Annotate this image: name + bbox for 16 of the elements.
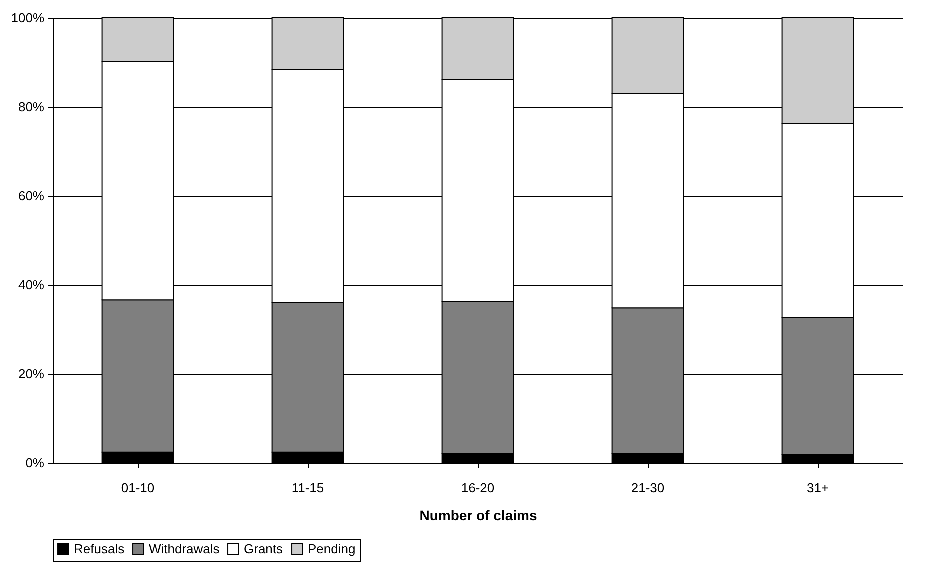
y-tick-label: 40% bbox=[18, 278, 45, 292]
x-tick-label: 11-15 bbox=[292, 480, 324, 496]
y-tick-label: 100% bbox=[11, 10, 45, 26]
y-tick-label: 20% bbox=[18, 366, 45, 382]
y-tick-label: 60% bbox=[18, 188, 45, 204]
x-tick-label: 31+ bbox=[806, 480, 830, 496]
y-tick-label: 80% bbox=[18, 100, 45, 114]
x-tick-label: 01-10 bbox=[121, 480, 155, 496]
legend-label: Pending bbox=[308, 542, 356, 557]
y-tick-label: 0% bbox=[26, 456, 45, 470]
x-tick-label: 21-30 bbox=[631, 480, 665, 496]
x-axis-title: Number of claims bbox=[420, 508, 538, 524]
legend-label: Withdrawals bbox=[149, 542, 220, 557]
x-tick-label: 16-20 bbox=[461, 480, 495, 496]
legend-label: Grants bbox=[244, 542, 284, 557]
legend-label: Refusals bbox=[74, 542, 126, 557]
